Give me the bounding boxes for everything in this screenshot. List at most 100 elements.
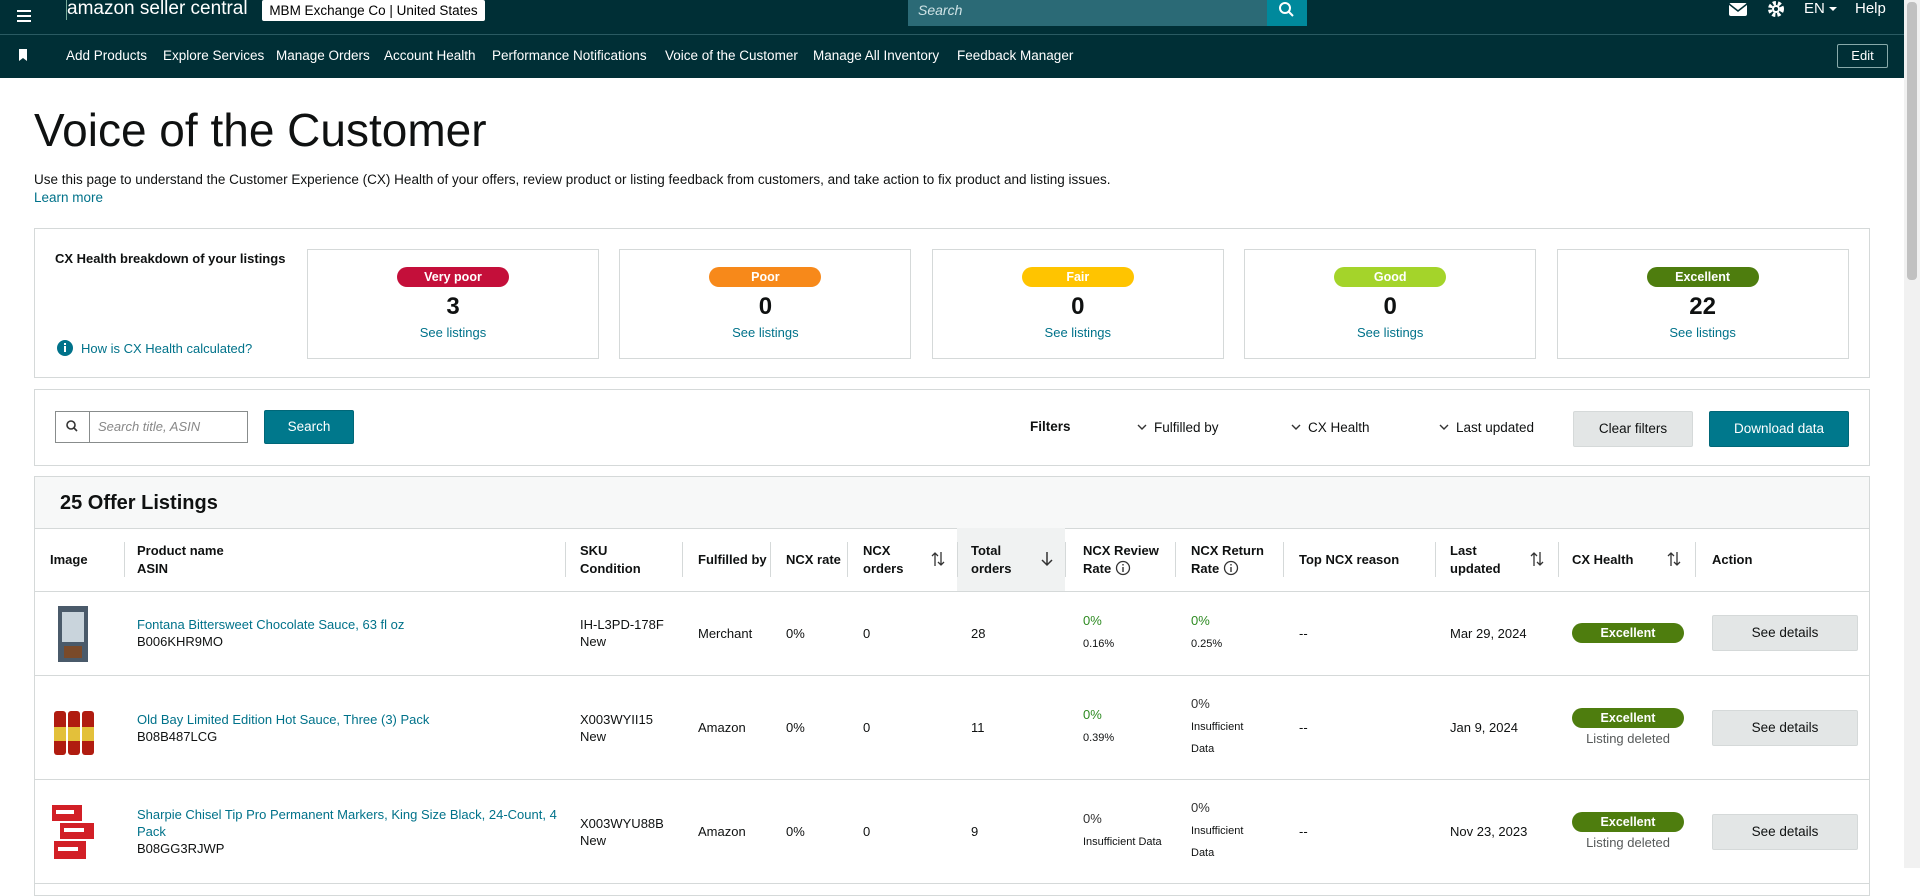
search-button[interactable]: [1267, 0, 1307, 26]
ncx-orders-cell: 0: [863, 676, 918, 779]
filter-label: CX Health: [1308, 420, 1370, 435]
nav-item[interactable]: Feedback Manager: [957, 48, 1074, 63]
nav-item[interactable]: Add Products: [66, 48, 148, 63]
cx-health-help-link[interactable]: How is CX Health calculated?: [81, 341, 253, 356]
listing-search-input[interactable]: Search title, ASIN: [89, 411, 248, 443]
action-cell: See details: [1712, 676, 1858, 779]
help[interactable]: Help: [1855, 0, 1886, 17]
ncx-orders: 0: [863, 720, 871, 735]
language[interactable]: EN: [1804, 0, 1825, 17]
search-icon-box: [55, 411, 89, 443]
return-rate-detail: 0.25%: [1191, 637, 1223, 650]
sku: IH-L3PD-178F: [580, 617, 664, 632]
listing-search-button[interactable]: Search: [264, 410, 354, 444]
settings-icon[interactable]: [1766, 0, 1786, 20]
store-selector[interactable]: MBM Exchange Co | United States: [262, 0, 485, 21]
nav-item[interactable]: Voice of the Customer: [665, 48, 798, 63]
column-header[interactable]: NCX orders: [863, 528, 918, 591]
fulfilled-cell: Amazon: [698, 676, 788, 779]
product-name[interactable]: Sharpie Chisel Tip Pro Permanent Markers…: [137, 807, 557, 839]
sku-cell: X003WYII15 New: [580, 676, 680, 779]
product-image[interactable]: [50, 602, 100, 664]
nav-item[interactable]: Manage Orders: [276, 48, 370, 63]
mail-icon[interactable]: [1728, 2, 1748, 18]
cx-card: Poor 0 See listings: [619, 249, 912, 359]
review-rate: 0%: [1083, 811, 1102, 826]
review-rate: 0%: [1083, 707, 1102, 722]
column-separator: [1558, 542, 1559, 577]
cx-link[interactable]: See listings: [419, 325, 487, 340]
cx-count: 0: [1071, 293, 1085, 320]
see-details-button[interactable]: See details: [1712, 709, 1858, 746]
product-name[interactable]: Fontana Bittersweet Chocolate Sauce, 63 …: [137, 617, 405, 632]
nav-item[interactable]: Explore Services: [163, 48, 265, 63]
info-icon: [57, 340, 73, 356]
return-rate-cell: 0% Insufficient Data: [1191, 780, 1261, 883]
cx-count: 0: [1383, 293, 1397, 320]
cx-card: Good 0 See listings: [1244, 249, 1537, 359]
brand[interactable]: amazon seller central: [66, 0, 248, 20]
cx-health-panel: CX Health breakdown of your listings How…: [34, 228, 1870, 378]
learn-more-link[interactable]: Learn more: [34, 190, 104, 205]
cx-link[interactable]: See listings: [1356, 325, 1424, 340]
ncx-rate-cell: 0%: [786, 676, 856, 779]
see-details-button[interactable]: See details: [1712, 813, 1858, 850]
cx-health-cell: Excellent Listing deleted: [1572, 676, 1684, 779]
column-separator: [565, 542, 566, 577]
product-image[interactable]: [50, 801, 100, 863]
sort-icon[interactable]: [1667, 550, 1681, 568]
ncx-orders-cell: 0: [863, 780, 918, 883]
sku: X003WYII15: [580, 711, 653, 727]
nav-item[interactable]: Performance Notifications: [492, 48, 647, 63]
cx-card: Very poor 3 See listings: [307, 249, 599, 359]
see-details-button[interactable]: See details: [1712, 615, 1858, 651]
bookmark-icon[interactable]: [18, 49, 28, 61]
column-header[interactable]: CX Health: [1572, 528, 1672, 591]
cx-link[interactable]: See listings: [732, 325, 799, 340]
nav-item[interactable]: Manage All Inventory: [813, 48, 940, 63]
filter-dropdown[interactable]: CX Health: [1290, 420, 1370, 435]
column-separator: [770, 542, 771, 577]
search-input[interactable]: Search: [908, 0, 1267, 26]
cx-health-title: CX Health breakdown of your listings: [55, 251, 286, 266]
edit-button[interactable]: Edit: [1837, 44, 1888, 68]
return-rate: 0%: [1191, 612, 1210, 628]
column-header[interactable]: Last updated: [1450, 528, 1520, 591]
toolbar-panel: Search title, ASIN Search Filters Fulfil…: [34, 389, 1870, 466]
nav-item[interactable]: Account Health: [384, 48, 476, 63]
column-label: NCX rate: [786, 551, 841, 567]
sort-desc-icon[interactable]: [1040, 550, 1054, 568]
menu-icon[interactable]: [16, 8, 32, 24]
column-header: Fulfilled by: [698, 528, 788, 591]
column-label: Fulfilled by: [698, 551, 767, 567]
product-name[interactable]: Old Bay Limited Edition Hot Sauce, Three…: [137, 711, 430, 727]
fulfilled-by: Amazon: [698, 824, 746, 839]
sort-icon[interactable]: [1530, 550, 1544, 568]
top-reason-cell: --: [1299, 780, 1439, 883]
column-separator: [1065, 542, 1066, 577]
product-cell: Sharpie Chisel Tip Pro Permanent Markers…: [137, 780, 557, 883]
review-rate: 0%: [1083, 612, 1102, 628]
filter-dropdown[interactable]: Last updated: [1438, 420, 1534, 435]
sort-icon[interactable]: [931, 550, 945, 568]
column-label: Top NCX reason: [1299, 551, 1400, 567]
total-orders: 9: [971, 824, 979, 839]
cx-count: 0: [758, 293, 773, 320]
total-orders-cell: 11: [971, 676, 1026, 779]
cx-link[interactable]: See listings: [1044, 325, 1112, 340]
clear-filters-button[interactable]: Clear filters: [1573, 411, 1693, 447]
filter-dropdown[interactable]: Fulfilled by: [1136, 420, 1219, 435]
review-rate-detail: 0.16%: [1083, 637, 1115, 650]
return-rate-detail: Insufficient Data: [1191, 825, 1244, 859]
ncx-rate: 0%: [786, 720, 805, 735]
cx-link[interactable]: See listings: [1669, 325, 1736, 340]
product-image[interactable]: [50, 697, 100, 759]
condition: New: [580, 832, 607, 848]
listing-row: Old Bay Limited Edition Hot Sauce, Three…: [35, 676, 1869, 780]
info-icon: [1115, 560, 1130, 575]
last-updated-cell: Nov 23, 2023: [1450, 780, 1560, 883]
review-rate-detail: Insufficient Data: [1083, 836, 1162, 848]
column-header[interactable]: Total orders: [971, 528, 1026, 591]
download-button[interactable]: Download data: [1709, 411, 1849, 447]
top-reason: --: [1299, 824, 1308, 839]
